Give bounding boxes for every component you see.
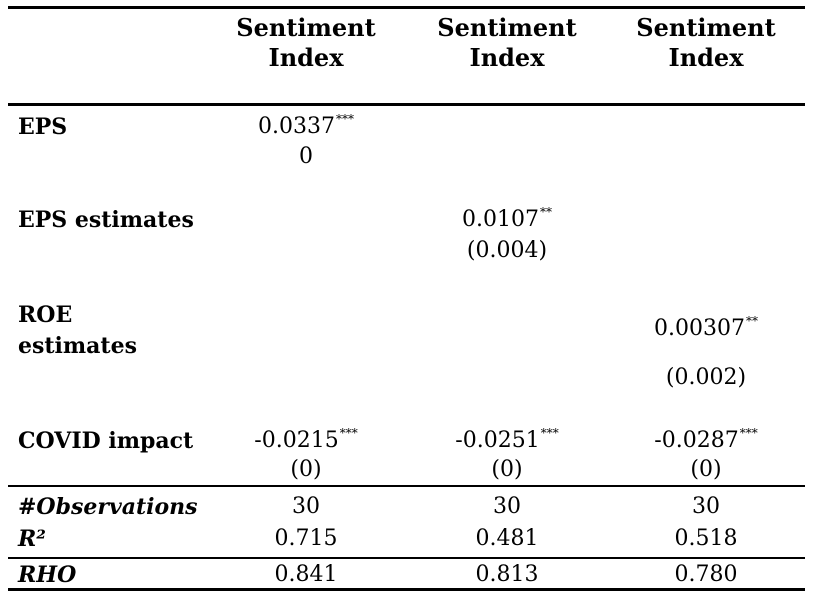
roe-estimates-standard-error: (0.002): [665, 365, 747, 390]
significance-stars: **: [745, 314, 758, 328]
r-squared-value-3: 0.518: [674, 526, 738, 551]
row-label-r-squared: R²: [18, 526, 46, 552]
row-label-eps-estimates: EPS estimates: [18, 207, 194, 233]
column-header-1: Sentiment Index: [236, 13, 376, 72]
row-label-covid-impact: COVID impact: [18, 428, 194, 454]
rho-value-1: 0.841: [274, 562, 338, 587]
rho-value-2: 0.813: [475, 562, 539, 587]
r-squared-value-2: 0.481: [475, 526, 539, 551]
row-label-observations: #Observations: [18, 494, 198, 520]
significance-stars: ***: [739, 426, 758, 440]
header-bottom-rule: [8, 103, 805, 106]
covid-standard-error-1: (0): [290, 457, 322, 482]
stats-divider-rule: [8, 557, 805, 559]
covid-coefficient-2: -0.0251***: [455, 426, 559, 453]
table-top-rule: [8, 6, 805, 9]
roe-estimates-coefficient: 0.00307**: [654, 314, 758, 341]
eps-estimates-standard-error: (0.004): [466, 238, 548, 263]
eps-estimates-coefficient: 0.0107**: [462, 205, 552, 232]
eps-coefficient: 0.0337***: [258, 112, 354, 139]
row-label-roe-line2: estimates: [18, 333, 137, 359]
significance-stars: ***: [339, 426, 358, 440]
row-label-roe-line1: ROE: [18, 302, 73, 328]
row-label-eps: EPS: [18, 114, 68, 140]
covid-coefficient-1: -0.0215***: [254, 426, 358, 453]
significance-stars: ***: [335, 112, 354, 126]
table-bottom-rule: [8, 588, 805, 591]
covid-standard-error-2: (0): [491, 457, 523, 482]
significance-stars: ***: [540, 426, 559, 440]
observations-value-1: 30: [292, 494, 320, 519]
row-label-rho: RHO: [18, 562, 77, 588]
r-squared-value-1: 0.715: [274, 526, 338, 551]
covid-coefficient-3: -0.0287***: [654, 426, 758, 453]
significance-stars: **: [539, 205, 552, 219]
observations-value-2: 30: [493, 494, 521, 519]
eps-standard-error: 0: [299, 144, 313, 169]
column-header-2: Sentiment Index: [437, 13, 577, 72]
rho-value-3: 0.780: [674, 562, 738, 587]
coefficients-bottom-rule: [8, 485, 805, 487]
column-header-3: Sentiment Index: [636, 13, 776, 72]
observations-value-3: 30: [692, 494, 720, 519]
covid-standard-error-3: (0): [690, 457, 722, 482]
